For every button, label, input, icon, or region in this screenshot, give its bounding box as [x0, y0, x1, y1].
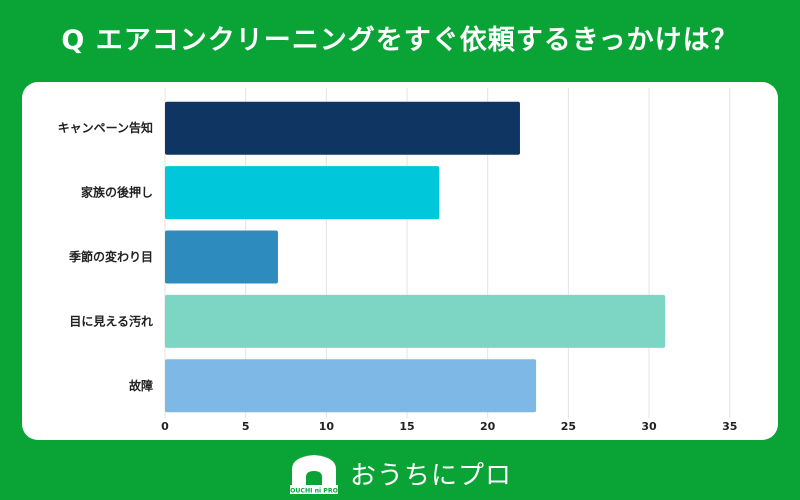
x-tick-label: 0: [161, 420, 169, 433]
y-category-label: キャンペーン告知: [58, 120, 153, 135]
bar-chart: 0 5 10 15 20 25 30 35 キャンペーン告知家族の後押し季節の変わり目目に見える…: [58, 88, 737, 433]
footer-logo: OUCHI ni PRO おうちにプロ: [0, 450, 800, 496]
x-tick-label: 5: [242, 420, 250, 433]
chart-title: Q エアコンクリーニングをすぐ依頼するきっかけは？: [61, 25, 739, 56]
bar: [165, 101, 520, 155]
house-logo-icon: OUCHI ni PRO: [289, 455, 338, 495]
x-tick-label: 15: [399, 420, 414, 433]
chart-card: 0 5 10 15 20 25 30 35 キャンペーン告知家族の後押し季節の変わり目 目に見える…: [22, 82, 778, 440]
y-category-label: 目に見える汚れ: [69, 313, 153, 328]
x-tick-label: 20: [480, 420, 496, 433]
brand-name: おうちにプロ: [349, 460, 512, 491]
y-category-label: 故障: [129, 378, 153, 393]
y-category-label: 季節の変わり目: [68, 249, 153, 264]
x-tick-label: 30: [641, 420, 657, 433]
x-tick-label: 35: [722, 420, 737, 433]
bar: [165, 294, 666, 348]
x-tick-label: 10: [319, 420, 335, 433]
logo-small-text: OUCHI ni PRO: [290, 488, 338, 495]
y-category-label: 家族の後押し: [81, 185, 153, 200]
x-tick-label: 25: [561, 420, 576, 433]
bar: [165, 359, 537, 413]
bar: [165, 166, 440, 220]
bar: [165, 230, 278, 284]
